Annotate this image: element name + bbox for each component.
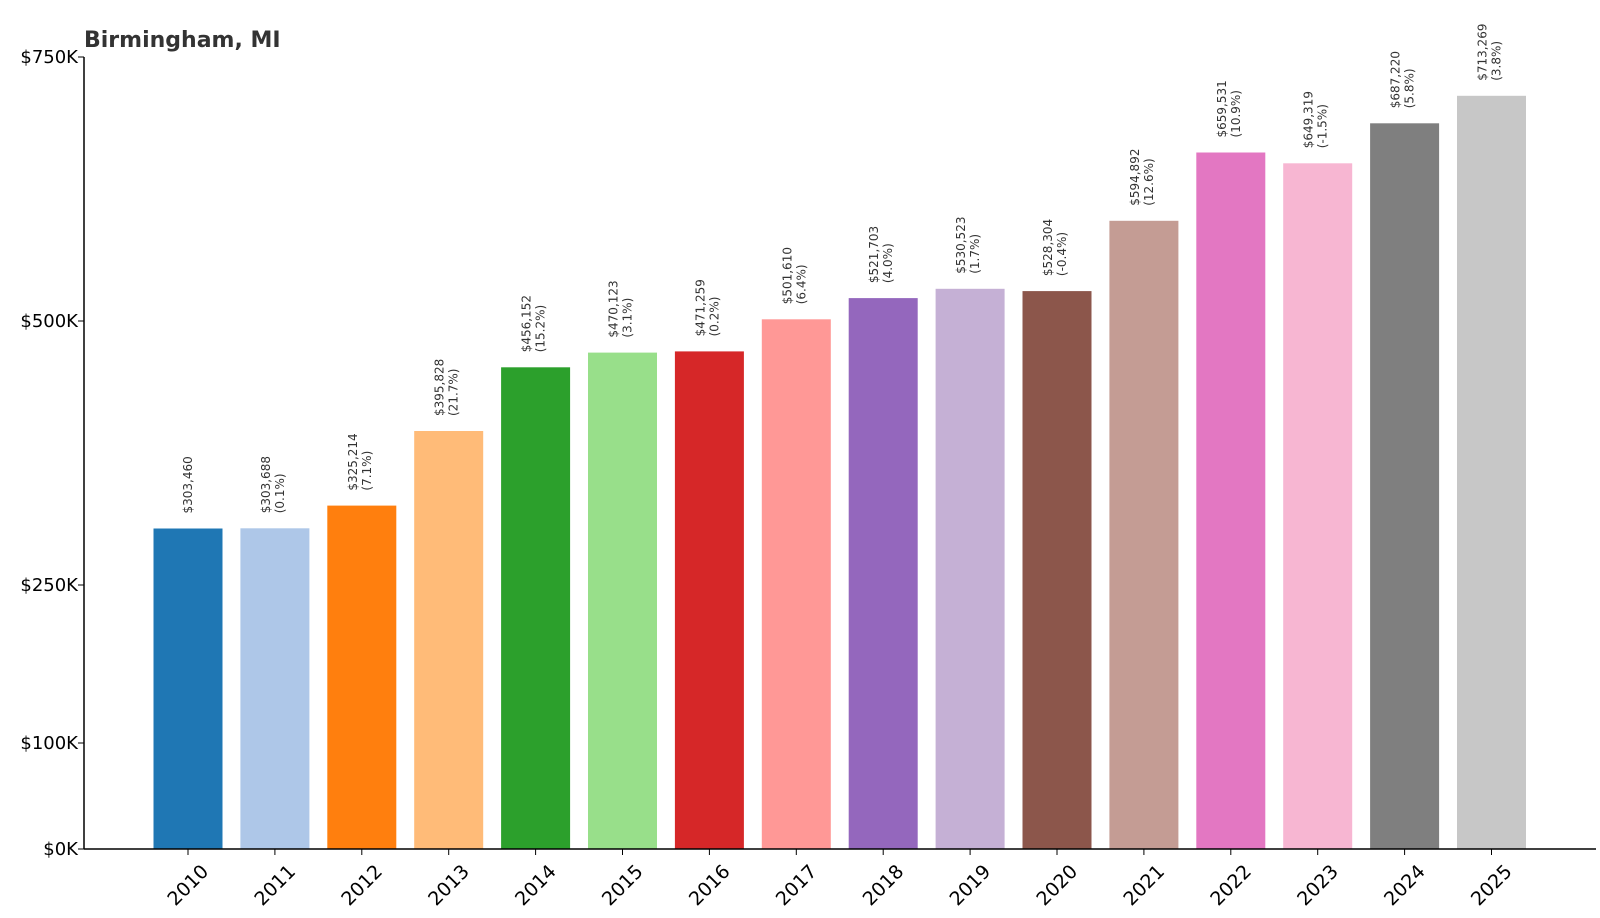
x-tick-label-2024: 2024: [1380, 861, 1430, 911]
chart-title: Birmingham, MI: [84, 28, 281, 53]
bar-2019: [935, 288, 1005, 849]
value-label-2015: $470,123: [607, 280, 621, 337]
value-label-2020: $528,304: [1041, 219, 1055, 276]
bar-2020: [1022, 291, 1092, 850]
x-tick-label-2014: 2014: [511, 861, 561, 911]
bar-2010: [153, 528, 223, 849]
x-tick-label-2012: 2012: [337, 861, 387, 911]
x-tick-label-2021: 2021: [1119, 861, 1169, 911]
bar-2015: [588, 352, 657, 849]
value-labels-layer: $303,460 $303,688 (0.1%) $325,214 (7.1%) $395…: [181, 24, 1504, 514]
x-tick-label-2019: 2019: [945, 861, 995, 911]
value-label-2011: $303,688: [259, 456, 273, 513]
change-label-2019: (1.7%): [968, 234, 982, 274]
value-label-2017: $501,610: [780, 247, 794, 304]
value-label-2012: $325,214: [346, 433, 360, 490]
value-label-2013: $395,828: [433, 359, 447, 416]
change-label-2021: (12.6%): [1142, 158, 1156, 205]
y-tick-label-4: $750K: [20, 47, 79, 68]
y-tick-label-2: $250K: [20, 575, 79, 596]
change-label-2025: (3.8%): [1490, 41, 1504, 81]
x-tick-label-2025: 2025: [1467, 861, 1517, 911]
value-label-2025: $713,269: [1476, 24, 1490, 81]
bar-2018: [848, 298, 918, 850]
bars-layer: [153, 95, 1526, 850]
x-tick-label-2016: 2016: [685, 861, 735, 911]
change-label-2013: (21.7%): [447, 369, 461, 416]
y-tick-label-1: $100K: [20, 733, 79, 754]
value-label-2010: $303,460: [181, 456, 195, 513]
value-label-2018: $521,703: [867, 226, 881, 283]
bar-2012: [327, 505, 397, 849]
change-label-2017: (6.4%): [794, 264, 808, 304]
y-tick-label-0: $0K: [43, 839, 79, 860]
value-label-2019: $530,523: [954, 217, 968, 274]
bar-2023: [1283, 163, 1353, 850]
change-label-2023: (-1.5%): [1316, 104, 1330, 148]
bar-2024: [1370, 123, 1440, 850]
value-label-2024: $687,220: [1389, 51, 1403, 108]
change-label-2024: (5.8%): [1403, 68, 1417, 108]
change-label-2020: (-0.4%): [1055, 232, 1069, 276]
x-tick-label-2017: 2017: [772, 861, 822, 911]
bar-2013: [414, 431, 484, 849]
x-tick-label-2010: 2010: [163, 861, 213, 911]
x-tick-label-2018: 2018: [859, 861, 909, 911]
change-label-2015: (3.1%): [621, 298, 635, 338]
x-tick-label-2022: 2022: [1206, 861, 1256, 911]
x-tick-label-2011: 2011: [250, 861, 300, 911]
x-tick-label-2015: 2015: [598, 861, 648, 911]
x-tick-label-2023: 2023: [1293, 861, 1343, 911]
value-label-2022: $659,531: [1215, 80, 1229, 137]
value-label-2023: $649,319: [1302, 91, 1316, 148]
bar-2011: [240, 528, 310, 849]
value-label-2014: $456,152: [520, 295, 534, 352]
value-label-2016: $471,259: [693, 279, 707, 336]
bar-2022: [1196, 152, 1266, 849]
value-label-2021: $594,892: [1128, 149, 1142, 206]
change-label-2022: (10.9%): [1229, 90, 1243, 137]
change-label-2014: (15.2%): [534, 305, 548, 352]
x-tick-label-2020: 2020: [1032, 861, 1082, 911]
change-label-2016: (0.2%): [707, 297, 721, 337]
change-label-2011: (0.1%): [273, 473, 287, 513]
bar-2016: [674, 351, 744, 849]
bar-2014: [501, 367, 571, 849]
y-tick-label-3: $500K: [20, 311, 79, 332]
change-label-2012: (7.1%): [360, 451, 374, 491]
x-tick-label-2013: 2013: [424, 861, 474, 911]
bar-2021: [1109, 220, 1179, 850]
bar-2017: [761, 319, 831, 849]
change-label-2018: (4.0%): [881, 243, 895, 283]
bar-2025: [1457, 95, 1526, 850]
